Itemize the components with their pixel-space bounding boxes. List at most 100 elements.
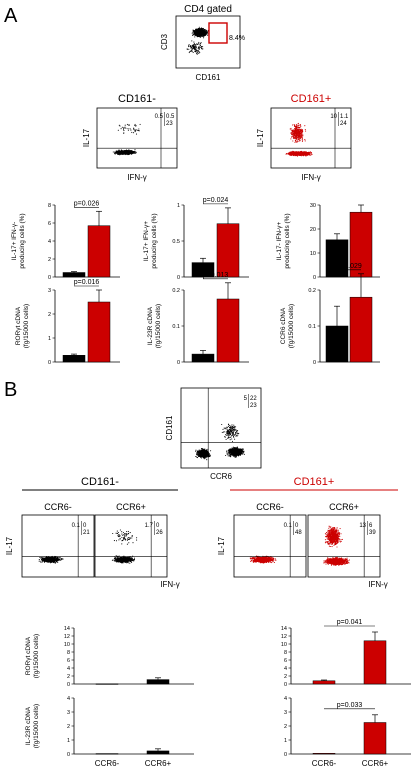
flow-dot	[126, 151, 128, 153]
flow-dot	[193, 41, 195, 43]
flow-dot	[200, 457, 202, 459]
gate-ylabel: CD3	[160, 33, 169, 50]
flow-dot	[298, 132, 300, 134]
flow-dot	[226, 427, 228, 429]
flow-dot	[198, 48, 200, 50]
flow-dot	[127, 129, 129, 131]
flow-dot	[227, 437, 229, 439]
flow-dot	[243, 453, 245, 456]
flow-dot	[298, 134, 300, 136]
flow-dot	[121, 150, 123, 152]
flow-dot	[205, 34, 207, 36]
flow-dot	[299, 152, 301, 155]
flow-dot	[203, 37, 205, 39]
flow-dot	[297, 133, 299, 135]
flow-dot	[195, 46, 197, 48]
flow-dot	[126, 152, 128, 155]
flow-dot	[127, 149, 129, 152]
flow-dot	[134, 123, 136, 125]
flow-dot	[194, 44, 196, 46]
flow-dot	[233, 427, 235, 429]
flow-dot	[191, 45, 193, 47]
flow-dot	[206, 452, 208, 455]
flow-dot	[301, 129, 303, 131]
flow-dot	[195, 449, 197, 451]
flow-dot	[201, 449, 203, 451]
flow-dot	[122, 150, 124, 152]
flow-dot	[196, 52, 198, 54]
flow-a-0-q3: 23	[166, 121, 173, 127]
flow-dot	[228, 449, 230, 451]
flow-dot	[229, 425, 231, 427]
flow-dot	[230, 453, 232, 455]
cd161-gate-box	[208, 22, 228, 44]
flow-dot	[293, 153, 295, 155]
flow-dot	[300, 137, 302, 140]
flow-dot	[195, 455, 197, 458]
flow-dot	[206, 451, 208, 453]
flow-dot	[299, 127, 301, 129]
flow-dot	[295, 152, 297, 154]
flow-dot	[294, 131, 296, 133]
flow-dot	[226, 434, 229, 436]
group-b-title-1: CD161+	[294, 476, 335, 488]
flow-dot	[236, 452, 239, 454]
flow-dot	[302, 134, 304, 136]
flow-dot	[294, 141, 296, 144]
flow-dot	[232, 446, 234, 448]
flow-dot	[238, 454, 240, 456]
flow-dot	[295, 123, 297, 126]
flow-dot	[233, 450, 236, 452]
flow-dot	[121, 126, 123, 128]
flow-dot	[295, 153, 297, 155]
flow-dot	[222, 428, 224, 430]
flow-dot	[285, 153, 287, 155]
flow-b-title-0: CCR6-	[44, 502, 72, 512]
flow-dot	[310, 152, 312, 154]
flow-dot	[229, 428, 231, 430]
flow-dot	[190, 46, 192, 48]
flow-dot	[229, 448, 231, 450]
flow-dot	[291, 132, 293, 135]
flow-dot	[296, 136, 298, 138]
flow-dot	[234, 426, 236, 428]
flow-dot	[127, 151, 129, 154]
flow-dot	[193, 31, 195, 33]
flow-dot	[293, 135, 295, 137]
flow-dot	[201, 48, 203, 50]
flow-dot	[202, 34, 204, 36]
flow-dot	[191, 40, 193, 42]
flow-dot	[229, 452, 231, 455]
flow-dot	[292, 132, 294, 134]
flow-dot	[301, 137, 303, 139]
flow-dot	[234, 453, 236, 455]
flow-dot	[188, 46, 190, 48]
flow-dot	[197, 47, 199, 50]
flow-a-title-1: CD161+	[291, 93, 332, 105]
flow-dot	[200, 46, 203, 48]
flow-dot	[221, 423, 223, 426]
flow-a-xlabel-0: IFN-γ	[127, 173, 147, 182]
flow-dot	[114, 153, 116, 155]
flow-dot	[188, 48, 190, 50]
flow-dot	[226, 451, 228, 453]
flow-dot	[197, 32, 199, 34]
flow-dot	[290, 129, 292, 131]
flow-dot	[225, 431, 227, 433]
flow-dot	[191, 32, 193, 34]
flow-dot	[193, 47, 195, 49]
flow-dot	[198, 51, 200, 53]
flow-dot	[228, 432, 230, 434]
group-b-title-0: CD161-	[81, 476, 119, 488]
flow-dot	[205, 29, 207, 31]
flow-dot	[138, 128, 140, 130]
flow-dot	[195, 34, 197, 36]
flow-dot	[231, 431, 233, 433]
flow-dot	[135, 128, 137, 131]
flow-a-1-frame	[270, 107, 352, 169]
flow-dot	[124, 126, 126, 128]
flow-dot	[232, 429, 234, 431]
flow-dot	[195, 49, 197, 51]
flow-dot	[289, 128, 291, 130]
